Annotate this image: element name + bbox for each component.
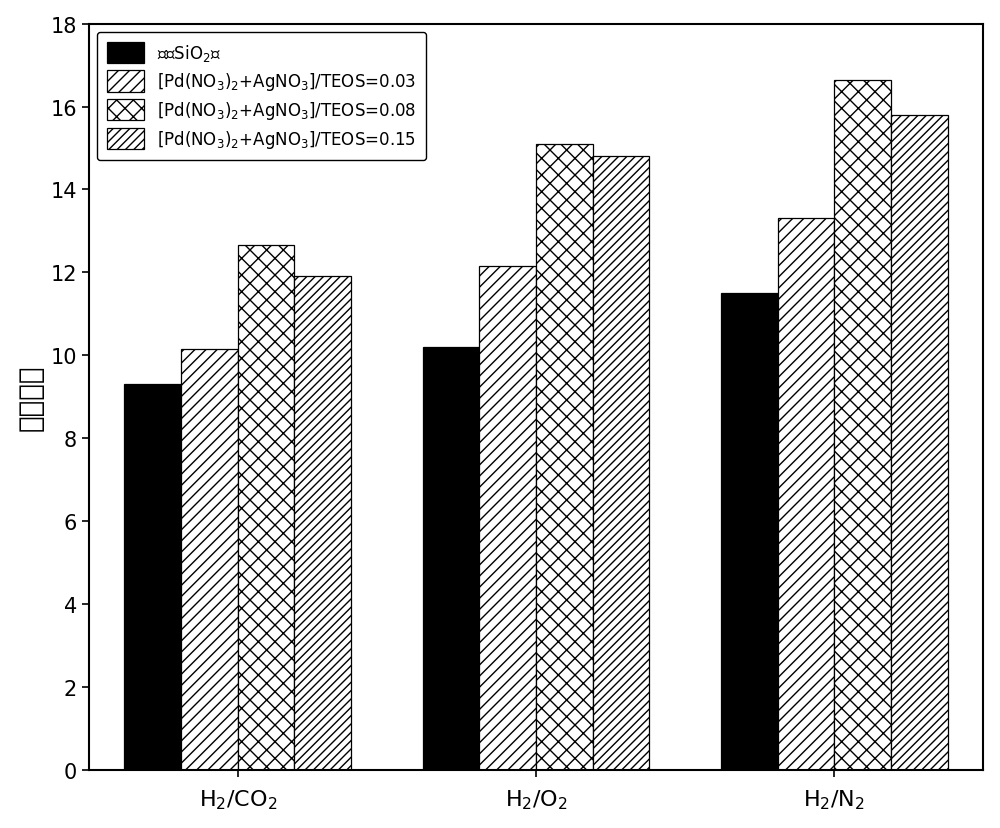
Bar bbox=[124, 385, 181, 770]
Bar bbox=[721, 294, 778, 770]
Bar bbox=[238, 246, 294, 770]
Bar bbox=[834, 80, 891, 770]
Bar bbox=[891, 116, 948, 770]
Bar bbox=[181, 349, 238, 770]
Y-axis label: 分离因子: 分离因子 bbox=[17, 364, 45, 431]
Legend: 普通SiO$_2$膜, [Pd(NO$_3$)$_2$+AgNO$_3$]/TEOS=0.03, [Pd(NO$_3$)$_2$+AgNO$_3$]/TEOS=: 普通SiO$_2$膜, [Pd(NO$_3$)$_2$+AgNO$_3$]/TE… bbox=[97, 33, 426, 161]
Bar bbox=[593, 157, 649, 770]
Bar bbox=[479, 267, 536, 770]
Bar bbox=[778, 219, 834, 770]
Bar bbox=[294, 277, 351, 770]
Bar bbox=[536, 145, 593, 770]
Bar bbox=[423, 348, 479, 770]
